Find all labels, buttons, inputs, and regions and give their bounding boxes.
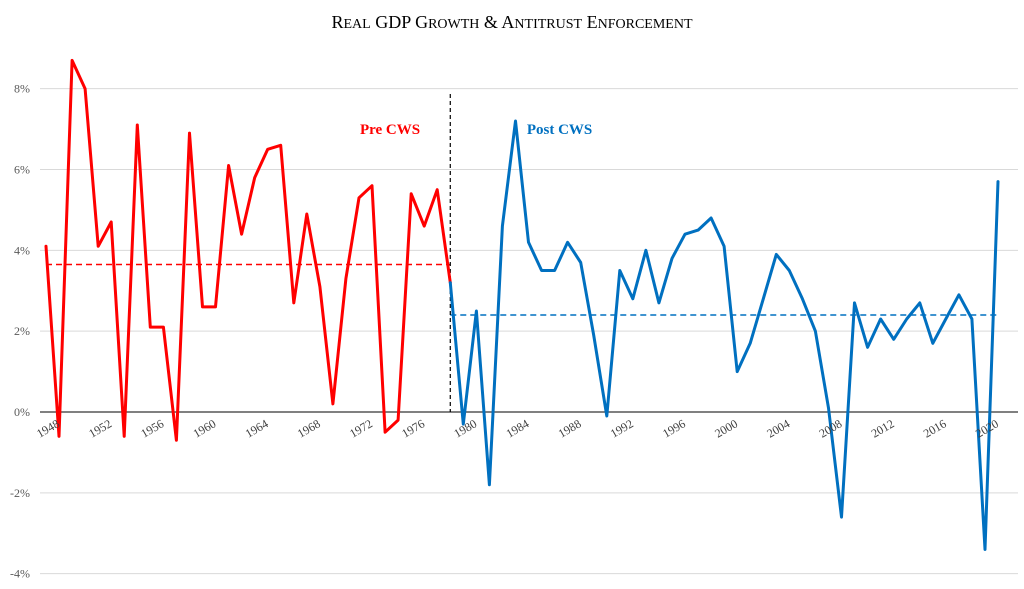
x-tick-label: 1988: [556, 416, 584, 440]
y-tick-label: 8%: [14, 82, 30, 96]
x-tick-label: 1972: [347, 416, 375, 440]
y-tick-label: 2%: [14, 324, 30, 338]
x-tick-label: 1992: [608, 416, 636, 440]
y-tick-label: -2%: [10, 486, 30, 500]
y-tick-label: 4%: [14, 243, 30, 257]
series: [44, 58, 1000, 551]
y-axis: -4% -2% 0% 2% 4% 6% 8%: [10, 82, 30, 581]
x-tick-label: 2000: [712, 416, 740, 440]
y-tick-label: 6%: [14, 163, 30, 177]
y-tick-label: -4%: [10, 567, 30, 581]
grid: [40, 88, 1018, 575]
x-tick-label: 1952: [86, 416, 114, 440]
x-tick-label: 1984: [504, 416, 532, 440]
x-tick-label: 2016: [921, 416, 949, 440]
x-tick-labels: 1948 1952 1956 1960 1964 1968 1972 1976 1980 1984…: [34, 416, 1001, 440]
x-tick-label: 1976: [399, 416, 427, 440]
mean-lines: [46, 263, 998, 316]
x-tick-label: 1996: [660, 416, 688, 440]
chart-title: REAL GDP GROWTH & ANTITRUST ENFORCEMENT: [331, 12, 692, 32]
annotation-label: Pre CWS: [360, 122, 420, 138]
y-tick-label: 0%: [14, 405, 30, 419]
post-cws-series-line: [448, 119, 1000, 551]
annotation-label: Post CWS: [527, 122, 592, 138]
x-tick-label: 1960: [191, 416, 219, 440]
x-tick-label: 2012: [869, 416, 897, 440]
x-tick-label: 1956: [138, 416, 166, 440]
x-tick-label: 2004: [764, 416, 792, 440]
annotations: Pre CWS Post CWS: [360, 122, 592, 138]
x-tick-label: 1980: [451, 416, 479, 440]
x-tick-label: 1964: [243, 416, 271, 440]
x-tick-label: 1968: [295, 416, 323, 440]
pre-cws-series-line: [44, 58, 452, 442]
